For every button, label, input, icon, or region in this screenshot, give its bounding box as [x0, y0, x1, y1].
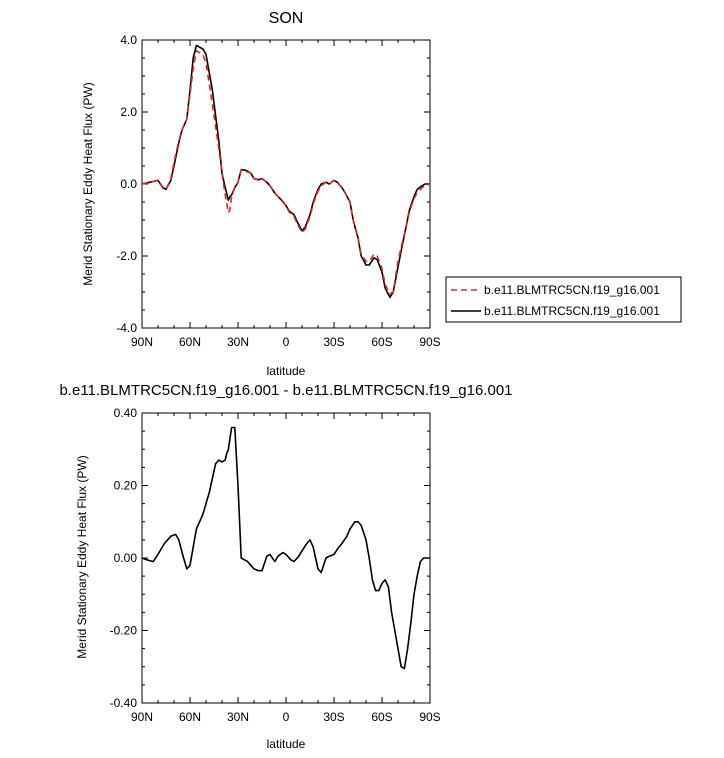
bottom-chart-xtick-label: 60S: [371, 710, 392, 724]
bottom-chart-xtick-label: 30N: [227, 710, 249, 724]
bottom-chart-title: b.e11.BLMTRC5CN.f19_g16.001 - b.e11.BLMT…: [59, 382, 512, 399]
bottom-chart: b.e11.BLMTRC5CN.f19_g16.001 - b.e11.BLMT…: [59, 382, 512, 751]
top-chart-series: [141, 44, 431, 299]
bottom-chart-series: [141, 426, 430, 670]
top-chart-xtick-label: 90N: [131, 335, 153, 349]
top-chart-xtick-label: 60S: [371, 335, 392, 349]
bottom-chart-series-line-1: [141, 426, 430, 670]
bottom-chart-ytick-label: 0.00: [114, 551, 138, 565]
top-chart-series-line-2: [141, 44, 430, 299]
top-chart-xlabel: latitude: [267, 364, 306, 378]
top-chart-xtick-label: 30N: [227, 335, 249, 349]
bottom-chart-ytick-label: 0.20: [114, 479, 138, 493]
bottom-chart-xtick-label: 90N: [131, 710, 153, 724]
top-chart-ylabel: Merid Stationary Eddy Heat Flux (PW): [81, 82, 95, 285]
legend-label-series-1: b.e11.BLMTRC5CN.f19_g16.001: [484, 283, 660, 297]
bottom-chart-xtick-label: 0: [283, 710, 290, 724]
top-chart-ytick-label: 4.0: [120, 33, 137, 47]
legend-label-series-2: b.e11.BLMTRC5CN.f19_g16.001: [484, 304, 660, 318]
bottom-chart-ytick-label: 0.40: [114, 406, 138, 420]
top-chart-title: SON: [269, 10, 304, 27]
top-chart-xtick-label: 90S: [419, 335, 440, 349]
top-chart: SON Merid Stationary Eddy Heat Flux (PW)…: [81, 10, 441, 378]
bottom-chart-xlabel: latitude: [267, 737, 306, 751]
top-chart-ytick-label: -2.0: [116, 249, 137, 263]
bottom-chart-xtick-label: 90S: [419, 710, 440, 724]
top-chart-ticks: 90N 60N 30N 0 30S 60S 90S -4.0 -2.0 0.0 2.0 4.0: [116, 33, 440, 349]
bottom-chart-xtick-label: 30S: [323, 710, 344, 724]
top-chart-ytick-label: 2.0: [120, 105, 137, 119]
bottom-chart-ytick-label: -0.20: [110, 624, 138, 638]
bottom-chart-ytick-label: -0.40: [110, 696, 138, 710]
legend: b.e11.BLMTRC5CN.f19_g16.001 b.e11.BLMTRC…: [445, 276, 682, 323]
legend-box: [445, 276, 682, 323]
top-chart-xtick-label: 60N: [179, 335, 201, 349]
top-chart-series-line-1: [141, 49, 431, 295]
top-chart-ytick-label: -4.0: [116, 321, 137, 335]
top-chart-ytick-label: 0.0: [120, 177, 137, 191]
bottom-chart-plot-area: [141, 412, 431, 704]
bottom-chart-ticks: 90N 60N 30N 0 30S 60S 90S -0.40 -0.20 0.00 0.20 0.4…: [110, 406, 441, 724]
bottom-chart-ylabel: Merid Stationary Eddy Heat Flux (PW): [75, 455, 89, 658]
top-chart-plot-area: [141, 39, 431, 329]
bottom-chart-xtick-label: 60N: [179, 710, 201, 724]
top-chart-xtick-label: 30S: [323, 335, 344, 349]
top-chart-xtick-label: 0: [283, 335, 290, 349]
